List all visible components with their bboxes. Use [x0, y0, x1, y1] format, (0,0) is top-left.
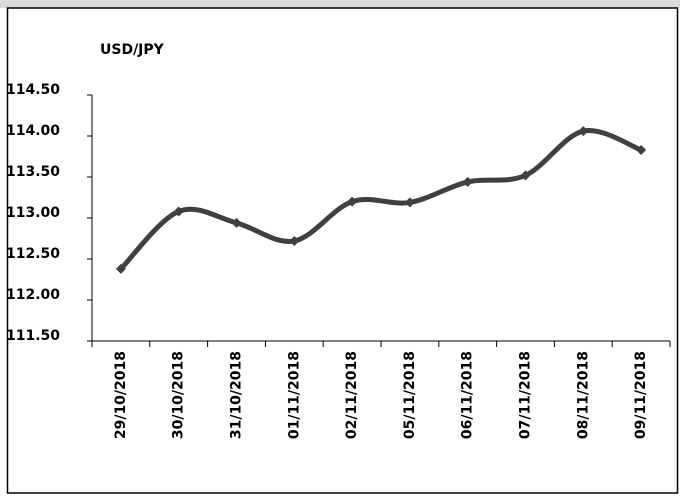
- marker: [289, 235, 300, 246]
- frame: [6, 7, 679, 494]
- x-tick-label: 30/10/2018: [171, 351, 187, 439]
- chart-title: USD/JPY: [100, 42, 165, 58]
- marker: [404, 197, 415, 208]
- y-tick-label: 111.50: [6, 328, 60, 344]
- x-tick-label: 09/11/2018: [633, 351, 649, 439]
- marker: [636, 144, 647, 155]
- marker: [173, 206, 184, 217]
- marker: [231, 217, 242, 228]
- x-tick-label: 05/11/2018: [402, 351, 418, 439]
- marker: [578, 126, 589, 137]
- x-tick-label: 07/11/2018: [518, 351, 534, 439]
- marker: [462, 176, 473, 187]
- x-tick-label: 02/11/2018: [344, 351, 360, 439]
- x-tick-label: 29/10/2018: [113, 351, 129, 439]
- top-bar: [0, 0, 680, 8]
- y-tick-label: 113.00: [6, 205, 60, 221]
- line: [118, 128, 644, 272]
- y-tick-label: 112.00: [6, 287, 60, 303]
- marker: [347, 196, 358, 207]
- marker: [520, 170, 531, 181]
- x-tick-label: 08/11/2018: [575, 351, 591, 439]
- x-tick-label: 01/11/2018: [286, 351, 302, 439]
- y-tick-label: 114.50: [6, 82, 60, 98]
- x-tick-label: 06/11/2018: [460, 351, 476, 439]
- y-tick-label: 113.50: [6, 164, 60, 180]
- marker: [115, 263, 126, 274]
- y-tick-label: 114.00: [6, 123, 60, 139]
- x-tick-label: 31/10/2018: [229, 351, 245, 439]
- y-tick-label: 112.50: [6, 246, 60, 262]
